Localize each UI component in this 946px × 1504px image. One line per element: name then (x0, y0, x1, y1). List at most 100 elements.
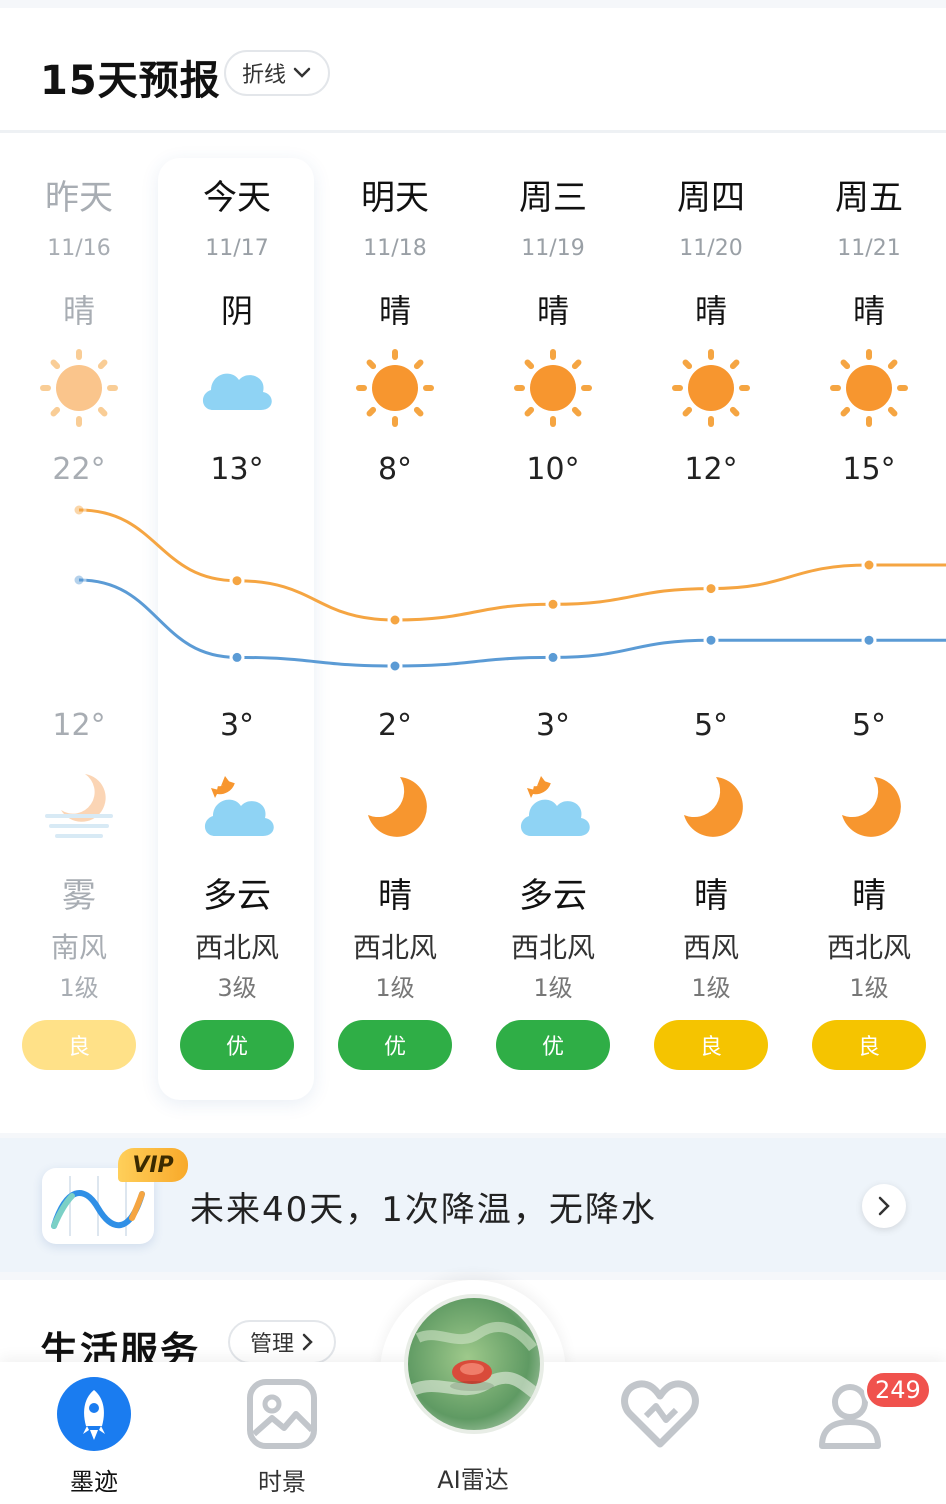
high-temp: 22° (52, 452, 106, 487)
low-temp-line (78, 578, 946, 668)
day-date: 11/19 (521, 236, 585, 261)
low-temp: 2° (377, 708, 413, 743)
nav-item-scenes[interactable]: 时景 (222, 1376, 342, 1497)
high-temp: 13° (210, 452, 264, 487)
low-temp: 3° (219, 708, 255, 743)
day-column[interactable]: 周五 11/21 晴 15° 5° 晴西北风 1级良 (790, 0, 946, 1125)
day-column[interactable]: 周三 11/19 晴 10° 3° 多云 西北风 1级优 (474, 0, 632, 1125)
wind-level: 1级 (691, 974, 731, 1002)
forecast-card: 15天预报 折线 (0, 8, 946, 1133)
nav-label: 墨迹 (70, 1468, 118, 1496)
user-icon (819, 1384, 881, 1449)
manage-button[interactable]: 管理 (228, 1320, 336, 1364)
sun-icon (316, 340, 474, 436)
trend-summary: 未来40天，1次降温，无降水 (190, 1190, 657, 1230)
wind-level: 1级 (375, 974, 415, 1002)
day-name: 周四 (677, 178, 745, 218)
day-column[interactable]: 昨天 11/16 晴 22° 12° 雾南风 1级良 (0, 0, 158, 1125)
temperature-chart (71, 502, 946, 674)
low-temp: 3° (535, 708, 571, 743)
night-condition: 雾 (62, 876, 96, 916)
low-temp-point (229, 649, 245, 665)
day-name: 今天 (203, 178, 271, 218)
high-temp: 15° (842, 452, 896, 487)
low-temp-point (545, 649, 561, 665)
wind-direction: 西北风 (826, 931, 911, 964)
day-condition: 晴 (378, 292, 411, 330)
rocket-icon (57, 1377, 131, 1451)
aqi-badge[interactable]: 优 (338, 1020, 452, 1070)
wind-level: 1级 (849, 974, 889, 1002)
low-temp-point (387, 658, 403, 674)
night-condition: 晴 (694, 876, 728, 916)
nav-item-moji[interactable]: 墨迹 (34, 1376, 154, 1497)
manage-label: 管理 (249, 1332, 294, 1357)
nav-item-health[interactable] (600, 1376, 720, 1462)
cloudy-moon-icon (474, 760, 632, 852)
low-temp-point (71, 572, 87, 588)
wind-direction: 南风 (50, 931, 107, 964)
day-column[interactable]: 明天 11/18 晴 8° 2° 晴西北风 1级优 (316, 0, 474, 1125)
cloudy-moon-icon (158, 760, 316, 852)
low-temp: 5° (693, 708, 729, 743)
wind-level: 1级 (533, 974, 573, 1002)
today-highlight (158, 158, 314, 1100)
nav-item-profile[interactable] (790, 1376, 910, 1462)
day-column[interactable]: 今天 11/17 阴 13° 3° 多云 西北风 3级优 (158, 0, 316, 1125)
chart-mode-dropdown[interactable]: 折线 (224, 50, 330, 96)
wind-direction: 西北风 (352, 931, 437, 964)
moon-icon (790, 760, 946, 852)
day-date: 11/18 (363, 236, 427, 261)
aqi-badge[interactable]: 良 (22, 1020, 136, 1070)
day-condition: 晴 (694, 292, 727, 330)
fog-moon-icon (0, 760, 158, 852)
long-term-trend-banner[interactable]: VIP 未来40天，1次降温，无降水 (0, 1138, 946, 1272)
page-title: 15天预报 (40, 58, 221, 104)
aqi-badge[interactable]: 优 (180, 1020, 294, 1070)
day-name: 昨天 (45, 178, 113, 218)
wind-direction: 西风 (682, 931, 739, 964)
sun-icon (790, 340, 946, 436)
day-date: 11/21 (837, 236, 901, 261)
day-name: 明天 (361, 178, 429, 218)
moon-icon (316, 760, 474, 852)
wind-level: 1级 (59, 974, 99, 1002)
sun-icon (0, 340, 158, 436)
day-name: 周五 (835, 178, 903, 218)
day-date: 11/16 (47, 236, 111, 261)
day-condition: 阴 (220, 292, 253, 330)
wind-level: 3级 (217, 974, 257, 1002)
high-temp-point (861, 557, 877, 573)
low-temp-point (703, 632, 719, 648)
high-temp-line (78, 508, 946, 622)
high-temp-point (229, 573, 245, 589)
high-temp: 10° (526, 452, 580, 487)
high-temp-point (387, 612, 403, 628)
day-column[interactable]: 周四 11/20 晴 12° 5° 晴西风 1级良 (632, 0, 790, 1125)
radar-icon[interactable] (404, 1294, 544, 1434)
day-name: 周三 (519, 178, 587, 218)
high-temp: 8° (377, 452, 413, 487)
high-temp-point (703, 581, 719, 597)
aqi-badge[interactable]: 良 (654, 1020, 768, 1070)
aqi-badge[interactable]: 优 (496, 1020, 610, 1070)
notification-badge: 249 (864, 1370, 932, 1410)
chevron-down-icon (293, 67, 311, 78)
aqi-badge[interactable]: 良 (812, 1020, 926, 1070)
night-condition: 多云 (519, 876, 587, 916)
low-temp: 12° (52, 708, 106, 743)
day-condition: 晴 (536, 292, 569, 330)
moon-icon (632, 760, 790, 852)
low-temp-point (861, 632, 877, 648)
chevron-right-icon[interactable] (862, 1184, 906, 1228)
sun-icon (474, 340, 632, 436)
day-date: 11/17 (205, 236, 269, 261)
night-condition: 晴 (852, 876, 886, 916)
nav-item-ai-radar[interactable]: AI雷达 (437, 1466, 509, 1494)
chevron-right-icon (302, 1333, 313, 1351)
sun-icon (632, 340, 790, 436)
wind-direction: 西北风 (194, 931, 279, 964)
day-date: 11/20 (679, 236, 743, 261)
low-temp: 5° (851, 708, 887, 743)
trend-chart-icon (42, 1168, 154, 1244)
